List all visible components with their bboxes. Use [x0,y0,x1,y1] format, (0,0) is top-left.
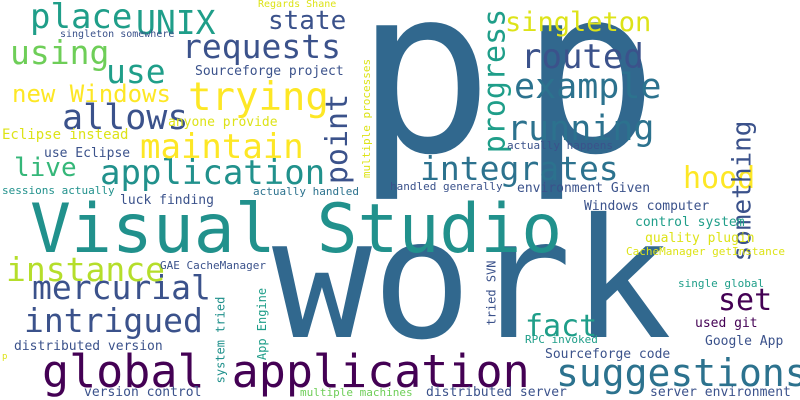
word-anyone-provide: anyone provide [168,115,278,130]
word-handled-generally: handled generally [390,180,503,193]
word-integrates: integrates [420,149,619,188]
word-singleton-somewhere: singleton somewhere [60,29,175,40]
word-app-engine: App Engine [255,287,270,361]
word-single-global: single global [678,277,765,290]
word-distributed-server: distributed server [426,385,567,400]
word-sessions-actually: sessions actually [2,184,115,197]
word-trying: trying [188,75,329,120]
word-suggestions: suggestions [556,351,800,395]
word-p-large-left: p [355,0,494,206]
word-live: live [14,153,77,183]
word-cachemanager-getinstance: CacheManager getInstance [626,245,785,258]
word-intrigued: intrigued [24,301,203,340]
word-application: application [100,153,326,193]
word-new-windows: new Windows [12,80,171,108]
word-rpc-invoked: RPC invoked [525,333,598,346]
word-routed: routed [521,37,644,77]
word-set: set [718,283,773,318]
word-environment-given: environment Given [517,181,651,196]
word-used-git: used git [695,316,758,331]
word-p-large-right: p [520,0,659,206]
word-work: work [272,184,672,377]
word-requests: requests [182,27,341,66]
word-using: using [10,33,110,72]
word-unix: UNIX [136,3,216,42]
word-instance: instance [6,250,165,289]
word-use-eclipse: use Eclipse [44,146,131,161]
word-gae-cachemanager: GAE CacheManager [160,259,266,272]
word-sourceforge-code: Sourceforge code [545,347,671,362]
word-tried-svn: tried SVN [484,260,499,326]
word-use: use [106,52,166,91]
word-system-tried: system tried [213,296,228,384]
word-point: point [320,93,356,185]
word-p-small: p [2,352,8,362]
word-actually-happens: actually happens [507,139,613,152]
word-singleton: singleton [505,7,652,38]
word-progress: progress [477,8,513,154]
word-windows-computer: Windows computer [584,199,710,214]
word-visual-studio: Visual Studio [30,190,563,269]
word-sourceforge-project: Sourceforge project [195,64,344,79]
word-multiple-processes: multiple processes [360,58,374,179]
word-actually-handled: actually handled [253,185,359,198]
word-quality-plugin: quality plugin [645,231,755,246]
word-version-control: version control [84,385,202,400]
word-multiple-machines: multiple machines [300,386,413,399]
word-hood: hood [683,161,756,196]
word-luck-finding: luck finding [120,193,214,208]
word-google-app: Google App [705,334,784,349]
word-distributed-version: distributed version [14,339,163,354]
word-server-environment: server environment [650,385,791,400]
word-mercurial: mercurial [32,268,211,307]
word-regards-shane: Regards Shane [258,0,337,10]
word-maintain: maintain [140,127,304,167]
word-control-system: control system [635,215,745,230]
word-allows: allows [62,98,189,138]
word-global-application: global application [42,345,530,398]
word-running: running [507,109,655,149]
word-place: place [30,0,133,37]
word-state: state [268,6,347,36]
word-fact: fact [525,309,598,344]
word-eclipse-instead: Eclipse instead [2,127,129,143]
word-example: example [514,67,662,107]
